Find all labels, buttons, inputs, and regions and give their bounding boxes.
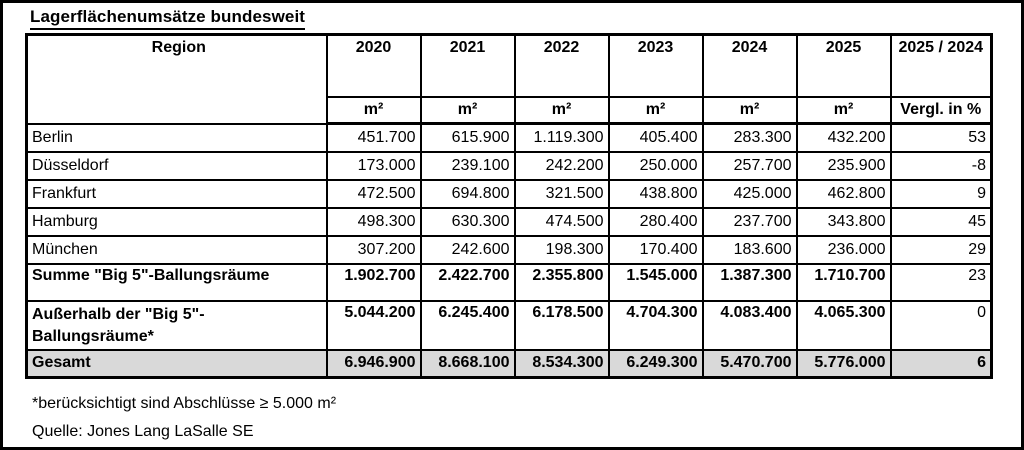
value-cell: 1.710.700 (795, 262, 892, 302)
value-cell: 438.800 (607, 178, 704, 209)
compare-cell: -8 (889, 150, 993, 181)
column-header-compare: 2025 / 2024 (889, 33, 993, 98)
table-header-row-years: Region 2020 2021 2022 2023 2024 2025 202… (25, 33, 993, 125)
value-cell: 615.900 (419, 122, 516, 153)
turnover-table: Region 2020 2021 2022 2023 2024 2025 202… (25, 33, 993, 379)
value-cell: 425.000 (701, 178, 798, 209)
source-note: Quelle: Jones Lang LaSalle SE (32, 423, 254, 440)
value-cell: 242.200 (513, 150, 610, 181)
compare-cell: 9 (889, 178, 993, 209)
value-cell: 4.704.300 (607, 299, 704, 351)
column-header-2021: 2021 (419, 33, 516, 98)
value-cell: 1.119.300 (513, 122, 610, 153)
page-title: Lagerflächenumsätze bundesweit (30, 7, 306, 30)
value-cell: 343.800 (795, 206, 892, 237)
unit-header: m² (701, 95, 798, 125)
value-cell: 5.044.200 (325, 299, 422, 351)
value-cell: 432.200 (795, 122, 892, 153)
compare-cell: 53 (889, 122, 993, 153)
footnote: *berücksichtigt sind Abschlüsse ≥ 5.000 … (32, 395, 337, 412)
value-cell: 280.400 (607, 206, 704, 237)
value-cell: 307.200 (325, 234, 422, 265)
table-header-row-units: m² m² m² m² m² m² Vergl. in % (27, 95, 993, 125)
value-cell: 1.902.700 (325, 262, 422, 302)
value-cell: 237.700 (701, 206, 798, 237)
value-cell: 2.422.700 (419, 262, 516, 302)
unit-header: m² (607, 95, 704, 125)
region-cell: Hamburg (25, 206, 328, 237)
value-cell: 498.300 (325, 206, 422, 237)
column-header-region: Region (25, 33, 328, 125)
unit-header: m² (795, 95, 892, 125)
value-cell: 451.700 (325, 122, 422, 153)
value-cell: 183.600 (701, 234, 798, 265)
value-cell: 6.245.400 (419, 299, 516, 351)
value-cell: 8.668.100 (419, 348, 516, 379)
value-cell: 6.178.500 (513, 299, 610, 351)
value-cell: 239.100 (419, 150, 516, 181)
table-row-gesamt: Gesamt 6.946.900 8.668.100 8.534.300 6.2… (25, 348, 993, 379)
value-cell: 173.000 (325, 150, 422, 181)
compare-unit-header: Vergl. in % (889, 95, 993, 125)
region-cell: Gesamt (25, 348, 328, 379)
compare-cell: 0 (889, 299, 993, 351)
value-cell: 630.300 (419, 206, 516, 237)
table-row-hamburg: Hamburg 498.300 630.300 474.500 280.400 … (25, 206, 993, 237)
value-cell: 8.534.300 (513, 348, 610, 379)
unit-header: m² (325, 95, 422, 125)
value-cell: 250.000 (607, 150, 704, 181)
compare-cell: 29 (889, 234, 993, 265)
column-header-2020: 2020 (325, 33, 422, 98)
column-header-2023: 2023 (607, 33, 704, 98)
table-row-frankfurt: Frankfurt 472.500 694.800 321.500 438.80… (25, 178, 993, 209)
value-cell: 694.800 (419, 178, 516, 209)
region-cell: Außerhalb der "Big 5"-Ballungsräume* (25, 299, 328, 351)
value-cell: 321.500 (513, 178, 610, 209)
table-row-muenchen: München 307.200 242.600 198.300 170.400 … (25, 234, 993, 265)
column-header-2024: 2024 (701, 33, 798, 98)
value-cell: 236.000 (795, 234, 892, 265)
value-cell: 4.083.400 (701, 299, 798, 351)
value-cell: 235.900 (795, 150, 892, 181)
value-cell: 462.800 (795, 178, 892, 209)
unit-header: m² (419, 95, 516, 125)
table-row-duesseldorf: Düsseldorf 173.000 239.100 242.200 250.0… (25, 150, 993, 181)
value-cell: 472.500 (325, 178, 422, 209)
compare-cell: 6 (889, 348, 993, 379)
region-cell: Düsseldorf (25, 150, 328, 181)
value-cell: 170.400 (607, 234, 704, 265)
compare-cell: 23 (889, 262, 993, 302)
region-cell: Summe "Big 5"-Ballungsräume (25, 262, 328, 302)
value-cell: 5.470.700 (701, 348, 798, 379)
column-header-2022: 2022 (513, 33, 610, 98)
compare-cell: 45 (889, 206, 993, 237)
region-cell: München (25, 234, 328, 265)
value-cell: 2.355.800 (513, 262, 610, 302)
value-cell: 5.776.000 (795, 348, 892, 379)
table-row-outside-big5: Außerhalb der "Big 5"-Ballungsräume* 5.0… (25, 299, 993, 351)
value-cell: 474.500 (513, 206, 610, 237)
region-cell: Frankfurt (25, 178, 328, 209)
value-cell: 6.946.900 (325, 348, 422, 379)
value-cell: 405.400 (607, 122, 704, 153)
value-cell: 1.545.000 (607, 262, 704, 302)
value-cell: 257.700 (701, 150, 798, 181)
value-cell: 1.387.300 (701, 262, 798, 302)
value-cell: 242.600 (419, 234, 516, 265)
value-cell: 4.065.300 (795, 299, 892, 351)
value-cell: 283.300 (701, 122, 798, 153)
value-cell: 6.249.300 (607, 348, 704, 379)
unit-header: m² (513, 95, 610, 125)
value-cell: 198.300 (513, 234, 610, 265)
region-cell: Berlin (25, 122, 328, 153)
column-header-2025: 2025 (795, 33, 892, 98)
table-row-big5-sum: Summe "Big 5"-Ballungsräume 1.902.700 2.… (25, 262, 993, 302)
table-row-berlin: Berlin 451.700 615.900 1.119.300 405.400… (25, 122, 993, 153)
